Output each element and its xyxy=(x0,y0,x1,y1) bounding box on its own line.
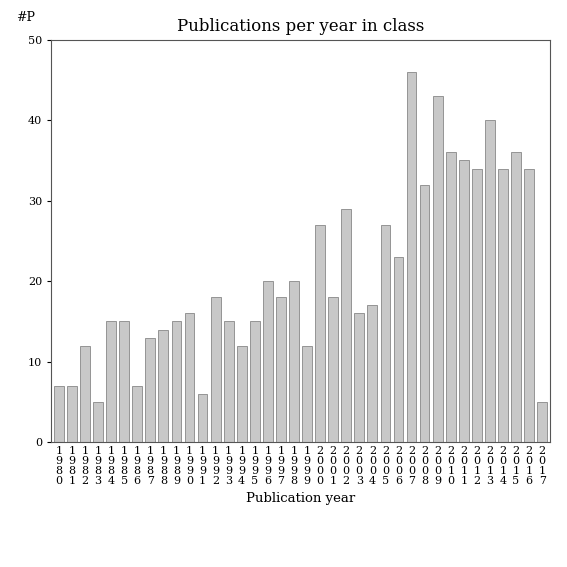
Bar xyxy=(380,225,390,442)
Bar xyxy=(93,402,103,442)
Bar xyxy=(433,96,443,442)
Bar xyxy=(446,153,456,442)
Bar xyxy=(420,185,429,442)
Bar xyxy=(302,346,312,442)
Bar xyxy=(211,297,221,442)
Bar xyxy=(472,168,482,442)
Bar xyxy=(185,314,194,442)
Bar xyxy=(276,297,286,442)
Bar xyxy=(224,321,234,442)
Bar xyxy=(106,321,116,442)
Bar xyxy=(328,297,338,442)
Bar xyxy=(498,168,508,442)
Bar xyxy=(393,257,403,442)
Bar xyxy=(341,209,351,442)
Bar xyxy=(459,160,469,442)
Text: #P: #P xyxy=(16,11,35,24)
Bar xyxy=(511,153,521,442)
Bar xyxy=(289,281,299,442)
Bar xyxy=(67,386,77,442)
Bar xyxy=(158,329,168,442)
Bar xyxy=(263,281,273,442)
Bar xyxy=(407,72,416,442)
Bar xyxy=(315,225,325,442)
Bar xyxy=(198,394,208,442)
Bar xyxy=(524,168,534,442)
Bar xyxy=(172,321,181,442)
Bar xyxy=(145,337,155,442)
Bar xyxy=(538,402,547,442)
Bar xyxy=(354,314,364,442)
Bar xyxy=(485,120,495,442)
Bar xyxy=(54,386,64,442)
Bar xyxy=(237,346,247,442)
Bar xyxy=(80,346,90,442)
Title: Publications per year in class: Publications per year in class xyxy=(177,18,424,35)
Bar xyxy=(132,386,142,442)
Bar xyxy=(367,306,377,442)
X-axis label: Publication year: Publication year xyxy=(246,492,355,505)
Bar xyxy=(250,321,260,442)
Bar xyxy=(119,321,129,442)
